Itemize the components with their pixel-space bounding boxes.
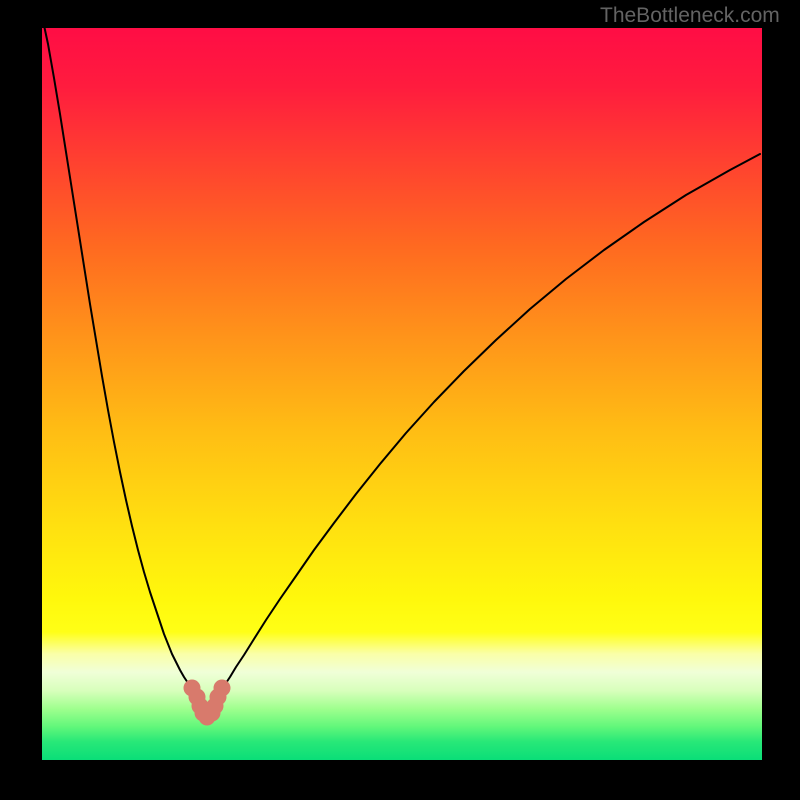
- curve-left-branch: [42, 16, 196, 694]
- chart-container: TheBottleneck.com: [0, 0, 800, 800]
- curve-right-branch: [218, 154, 760, 694]
- curve-overlay: [0, 0, 800, 800]
- watermark-text: TheBottleneck.com: [600, 4, 780, 28]
- trough-marker: [214, 680, 231, 697]
